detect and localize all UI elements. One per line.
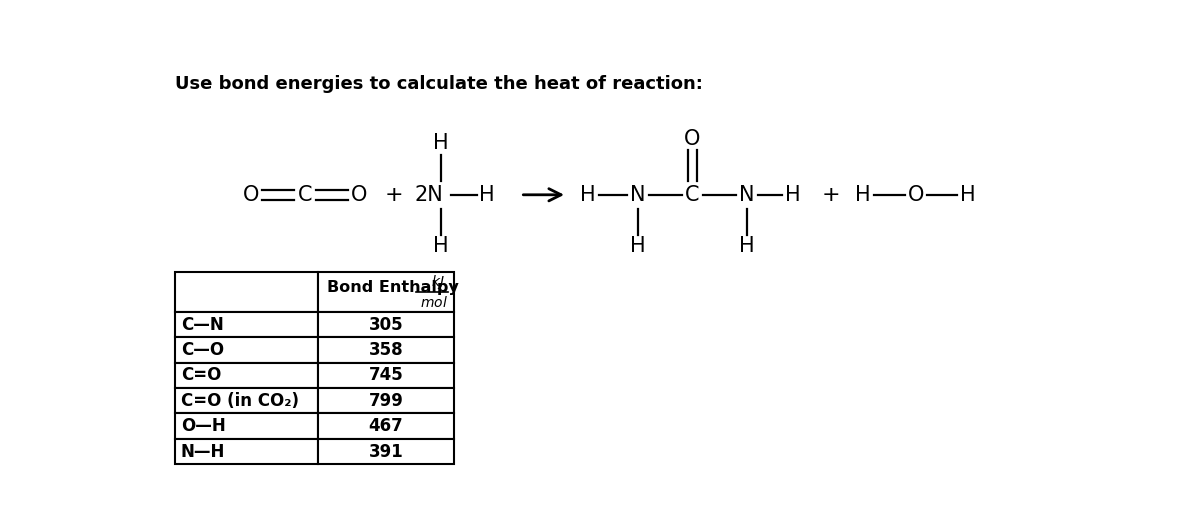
- Text: H: H: [856, 185, 871, 205]
- Text: H: H: [433, 236, 449, 256]
- Text: Bond Enthalpy: Bond Enthalpy: [328, 279, 460, 295]
- Text: +: +: [385, 185, 403, 205]
- Text: N: N: [630, 185, 646, 205]
- Text: O: O: [242, 185, 259, 205]
- Text: O—H: O—H: [181, 417, 226, 435]
- Text: H: H: [433, 133, 449, 153]
- Bar: [318, 312, 454, 337]
- Text: 467: 467: [368, 417, 403, 435]
- Text: Use bond energies to calculate the heat of reaction:: Use bond energies to calculate the heat …: [175, 75, 703, 94]
- Text: H: H: [580, 185, 595, 205]
- Bar: [175, 312, 318, 337]
- Bar: [175, 388, 318, 413]
- Bar: [175, 413, 318, 439]
- Bar: [318, 413, 454, 439]
- Text: 305: 305: [368, 316, 403, 333]
- Text: $\mathit{mol}$: $\mathit{mol}$: [420, 295, 448, 310]
- Bar: [318, 362, 454, 388]
- Text: C=O: C=O: [181, 366, 221, 385]
- Text: +: +: [821, 185, 840, 205]
- Text: C=O (in CO₂): C=O (in CO₂): [181, 392, 299, 410]
- Text: H: H: [960, 185, 976, 205]
- Bar: [318, 272, 454, 312]
- Text: H: H: [479, 185, 494, 205]
- Bar: [318, 388, 454, 413]
- Text: 391: 391: [368, 442, 403, 461]
- Text: C—O: C—O: [181, 341, 224, 359]
- Text: N—H: N—H: [181, 442, 226, 461]
- Text: 799: 799: [368, 392, 403, 410]
- Text: C: C: [298, 185, 312, 205]
- Bar: [175, 272, 318, 312]
- Text: O: O: [907, 185, 924, 205]
- Text: 2N: 2N: [415, 185, 443, 205]
- Text: O: O: [684, 128, 701, 148]
- Text: C: C: [685, 185, 700, 205]
- Bar: [175, 439, 318, 464]
- Text: 745: 745: [368, 366, 403, 385]
- Text: O: O: [352, 185, 367, 205]
- Text: 358: 358: [368, 341, 403, 359]
- Text: C—N: C—N: [181, 316, 223, 333]
- Text: H: H: [786, 185, 802, 205]
- Bar: [175, 362, 318, 388]
- Text: H: H: [739, 236, 755, 256]
- Text: $\mathit{kJ}$: $\mathit{kJ}$: [431, 273, 444, 291]
- Text: N: N: [739, 185, 755, 205]
- Bar: [318, 337, 454, 362]
- Bar: [318, 439, 454, 464]
- Text: H: H: [630, 236, 646, 256]
- Bar: [175, 337, 318, 362]
